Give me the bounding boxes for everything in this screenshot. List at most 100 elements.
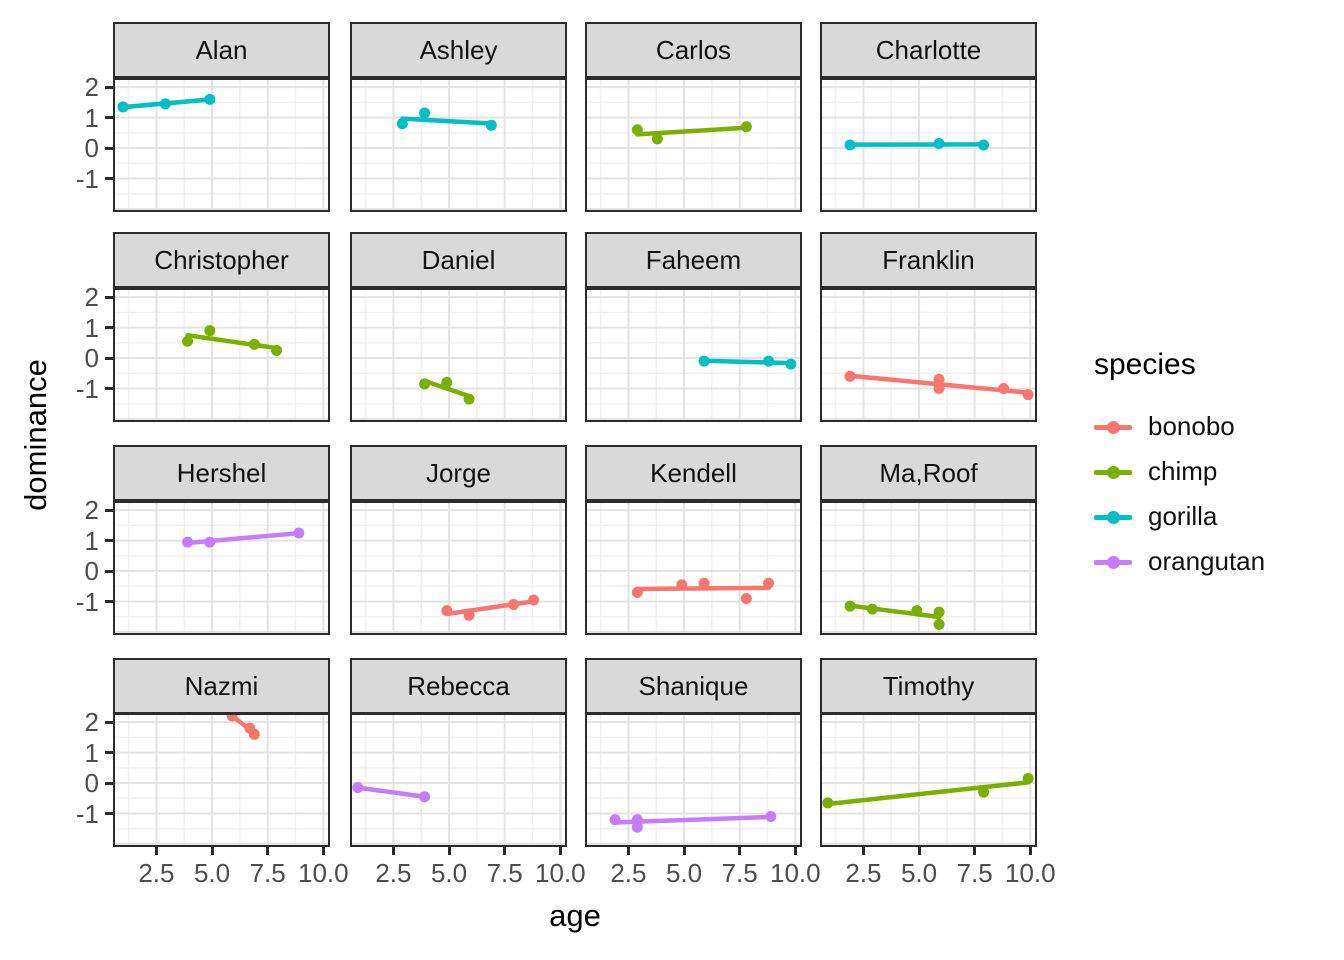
facet-strip-label: Christopher [113,232,330,288]
data-point [419,791,431,803]
trend-line [400,116,494,126]
data-point [1022,389,1034,401]
facet-panel [113,288,330,422]
facet-panel [820,78,1037,212]
data-point [740,592,752,604]
x-axis-tick [917,847,921,855]
data-point [676,579,688,591]
data-point [763,355,775,367]
data-point [844,600,856,612]
data-point [419,107,431,119]
data-point [933,606,945,618]
legend-entry: bonobo [1094,404,1338,449]
x-tick-label: 5.0 [900,858,938,888]
data-point [485,119,497,131]
data-point [441,605,453,617]
x-axis-tick [682,847,686,855]
y-tick-label: 1 [84,312,99,343]
x-axis-tick [558,847,562,855]
y-tick-label: -1 [75,798,99,829]
facet-plot-svg [822,290,1035,420]
data-point [248,338,260,350]
facet-panel [113,713,330,847]
y-tick-label: 2 [84,72,99,103]
y-tick-label: 1 [84,737,99,768]
facet-plot-svg [352,503,565,633]
facet-panel [113,501,330,635]
y-tick-label: 1 [84,102,99,133]
trend-line [185,333,279,351]
data-point [933,618,945,630]
y-axis-tick [105,85,113,89]
x-axis-tick [973,847,977,855]
y-axis-tick [105,295,113,299]
legend-entry-label: bonobo [1148,411,1235,441]
legend-key-icon [1094,461,1132,483]
x-tick-label: 7.5 [249,858,286,888]
data-point [117,101,129,113]
data-point [933,383,945,394]
x-tick-label: 10.0 [535,858,586,888]
data-point [508,599,520,611]
data-point [419,378,431,390]
y-axis-tick [105,387,113,390]
data-point [698,577,710,589]
data-point [740,121,752,133]
y-axis-tick [105,326,113,330]
y-axis-tick [105,146,113,150]
facet-strip-label: Alan [113,22,330,78]
x-axis-tick [1028,847,1032,855]
x-tick-label: 2.5 [845,858,882,888]
data-point [248,728,260,740]
facet-panel [820,501,1037,635]
x-axis-tick [447,847,451,855]
legend-entries: bonobo chimp gorilla orangutan [1094,404,1338,584]
data-point [978,786,990,798]
data-point [226,715,238,722]
data-point [182,536,194,548]
y-tick-label: 2 [84,707,99,738]
y-tick-label: 1 [84,525,99,556]
legend-entry: gorilla [1094,494,1338,539]
data-point [822,797,834,809]
facet-strip-label: Faheem [585,232,802,288]
facet-strip-label: Charlotte [820,22,1037,78]
x-tick-label: 10.0 [298,858,349,888]
data-point [528,594,540,606]
data-point [844,370,856,382]
facet-panel [585,713,802,847]
data-point [651,133,663,145]
x-tick-label: 10.0 [770,858,821,888]
facet-plot-svg [115,80,328,210]
facet-plot-svg [587,290,800,420]
x-axis-tick [738,847,742,855]
facet-plot-svg [587,715,800,845]
facet-panel [585,501,802,635]
x-tick-label: 5.0 [665,858,703,888]
x-tick-label: 5.0 [430,858,468,888]
data-point [204,536,216,548]
y-tick-label: 0 [84,343,99,374]
data-point [204,93,216,105]
x-tick-label: 5.0 [193,858,231,888]
y-axis-title: dominance [18,358,53,511]
y-tick-label: 0 [84,556,99,587]
x-axis-tick [861,847,865,855]
x-axis-tick [210,847,214,855]
y-axis-tick [105,751,113,755]
facet-plot-svg [822,80,1035,210]
data-point [271,344,283,356]
data-point [631,124,643,136]
data-point [396,118,408,130]
data-point [933,373,945,385]
facet-strip-label: Shanique [585,658,802,714]
species-legend: species bonobo chimp gorilla orangutan [1094,348,1338,584]
y-axis-tick [105,539,113,543]
data-point [844,139,856,151]
legend-key-icon [1094,551,1132,573]
x-tick-label: 7.5 [956,858,993,888]
facet-strip-label: Franklin [820,232,1037,288]
data-point [293,527,305,539]
facet-plot-svg [352,290,565,420]
